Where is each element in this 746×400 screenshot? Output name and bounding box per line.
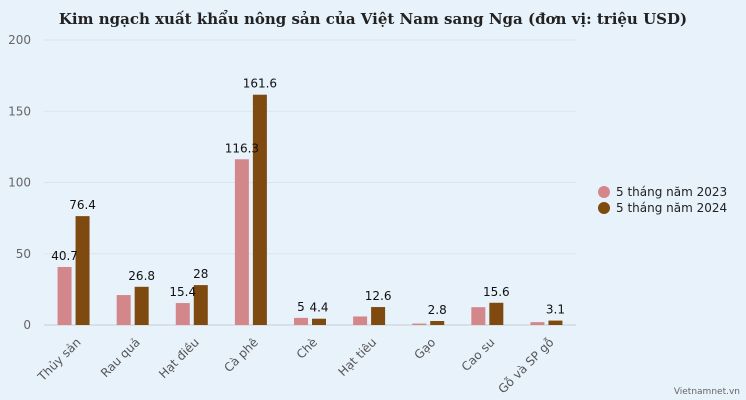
bar-value-label: 76.4 (69, 198, 96, 212)
bar-value-label: 28 (193, 267, 208, 281)
bar[interactable] (134, 286, 149, 325)
bar-value-label: 12.6 (365, 289, 392, 303)
bar-value-label: 26.8 (128, 269, 155, 283)
x-tick-label: Cà phê (221, 335, 261, 375)
grid: 0 50 100 150 200 (8, 33, 576, 332)
bar[interactable] (371, 307, 386, 325)
bar[interactable] (193, 285, 208, 325)
x-tick-label: Chè (294, 335, 320, 361)
bar[interactable] (252, 94, 267, 325)
bar[interactable] (75, 216, 90, 325)
bar-value-label: 2.8 (428, 303, 447, 317)
bar-value-label: 40.7 (51, 249, 78, 263)
legend[interactable]: 5 tháng năm 2023 5 tháng năm 2024 (598, 185, 727, 215)
x-tick-label: Thủy sản (34, 335, 83, 384)
y-tick-label: 200 (8, 33, 31, 47)
x-tick-label: Gỗ và SP gỗ (496, 335, 557, 396)
x-tick-label: Hạt tiêu (335, 335, 379, 379)
x-axis: Thủy sản Rau quả Hạt điều Cà phê Chè Hạt tiêu… (34, 335, 556, 396)
bar-value-label: 116.3 (225, 141, 259, 155)
bar[interactable] (234, 159, 249, 325)
y-tick-label: 50 (16, 247, 31, 261)
bar[interactable] (175, 303, 190, 325)
y-tick-label: 100 (8, 176, 31, 190)
bar[interactable] (412, 323, 427, 325)
bar-value-label: 5 (297, 300, 305, 314)
x-tick-label: Hạt điều (156, 335, 202, 381)
bar-value-label: 3.1 (546, 303, 565, 317)
bar[interactable] (471, 307, 486, 325)
bar[interactable] (353, 316, 368, 325)
y-tick-label: 0 (23, 318, 31, 332)
bar[interactable] (530, 322, 545, 325)
legend-label: 5 tháng năm 2024 (616, 201, 727, 215)
legend-label: 5 tháng năm 2023 (616, 185, 727, 199)
x-tick-label: Rau quả (98, 335, 143, 380)
bar-value-label: 161.6 (243, 77, 277, 91)
legend-swatch (598, 186, 610, 198)
legend-item[interactable]: 5 tháng năm 2023 (598, 185, 727, 199)
bar[interactable] (489, 302, 504, 325)
bar[interactable] (57, 267, 72, 325)
bar-value-label: 15.4 (169, 285, 196, 299)
legend-item[interactable]: 5 tháng năm 2024 (598, 201, 727, 215)
x-tick-label: Cao su (459, 335, 498, 374)
data-labels: 40.7 76.4 26.8 15.4 28 116.3 161.6 5 4.4 12.6 2.8 1… (51, 77, 565, 317)
x-tick-label: Gạo (411, 335, 438, 362)
bar[interactable] (312, 318, 326, 325)
bar[interactable] (294, 317, 308, 325)
bar-value-label: 15.6 (483, 285, 510, 299)
bar[interactable] (548, 320, 563, 325)
legend-swatch (598, 202, 610, 214)
chart-title: Kim ngạch xuất khẩu nông sản của Việt Na… (59, 10, 687, 28)
bar-value-label: 4.4 (309, 301, 328, 315)
y-tick-label: 150 (8, 104, 31, 118)
bar[interactable] (430, 321, 445, 325)
bars (57, 94, 563, 325)
bar[interactable] (116, 295, 131, 325)
source-credit: Vietnamnet.vn (674, 387, 740, 397)
